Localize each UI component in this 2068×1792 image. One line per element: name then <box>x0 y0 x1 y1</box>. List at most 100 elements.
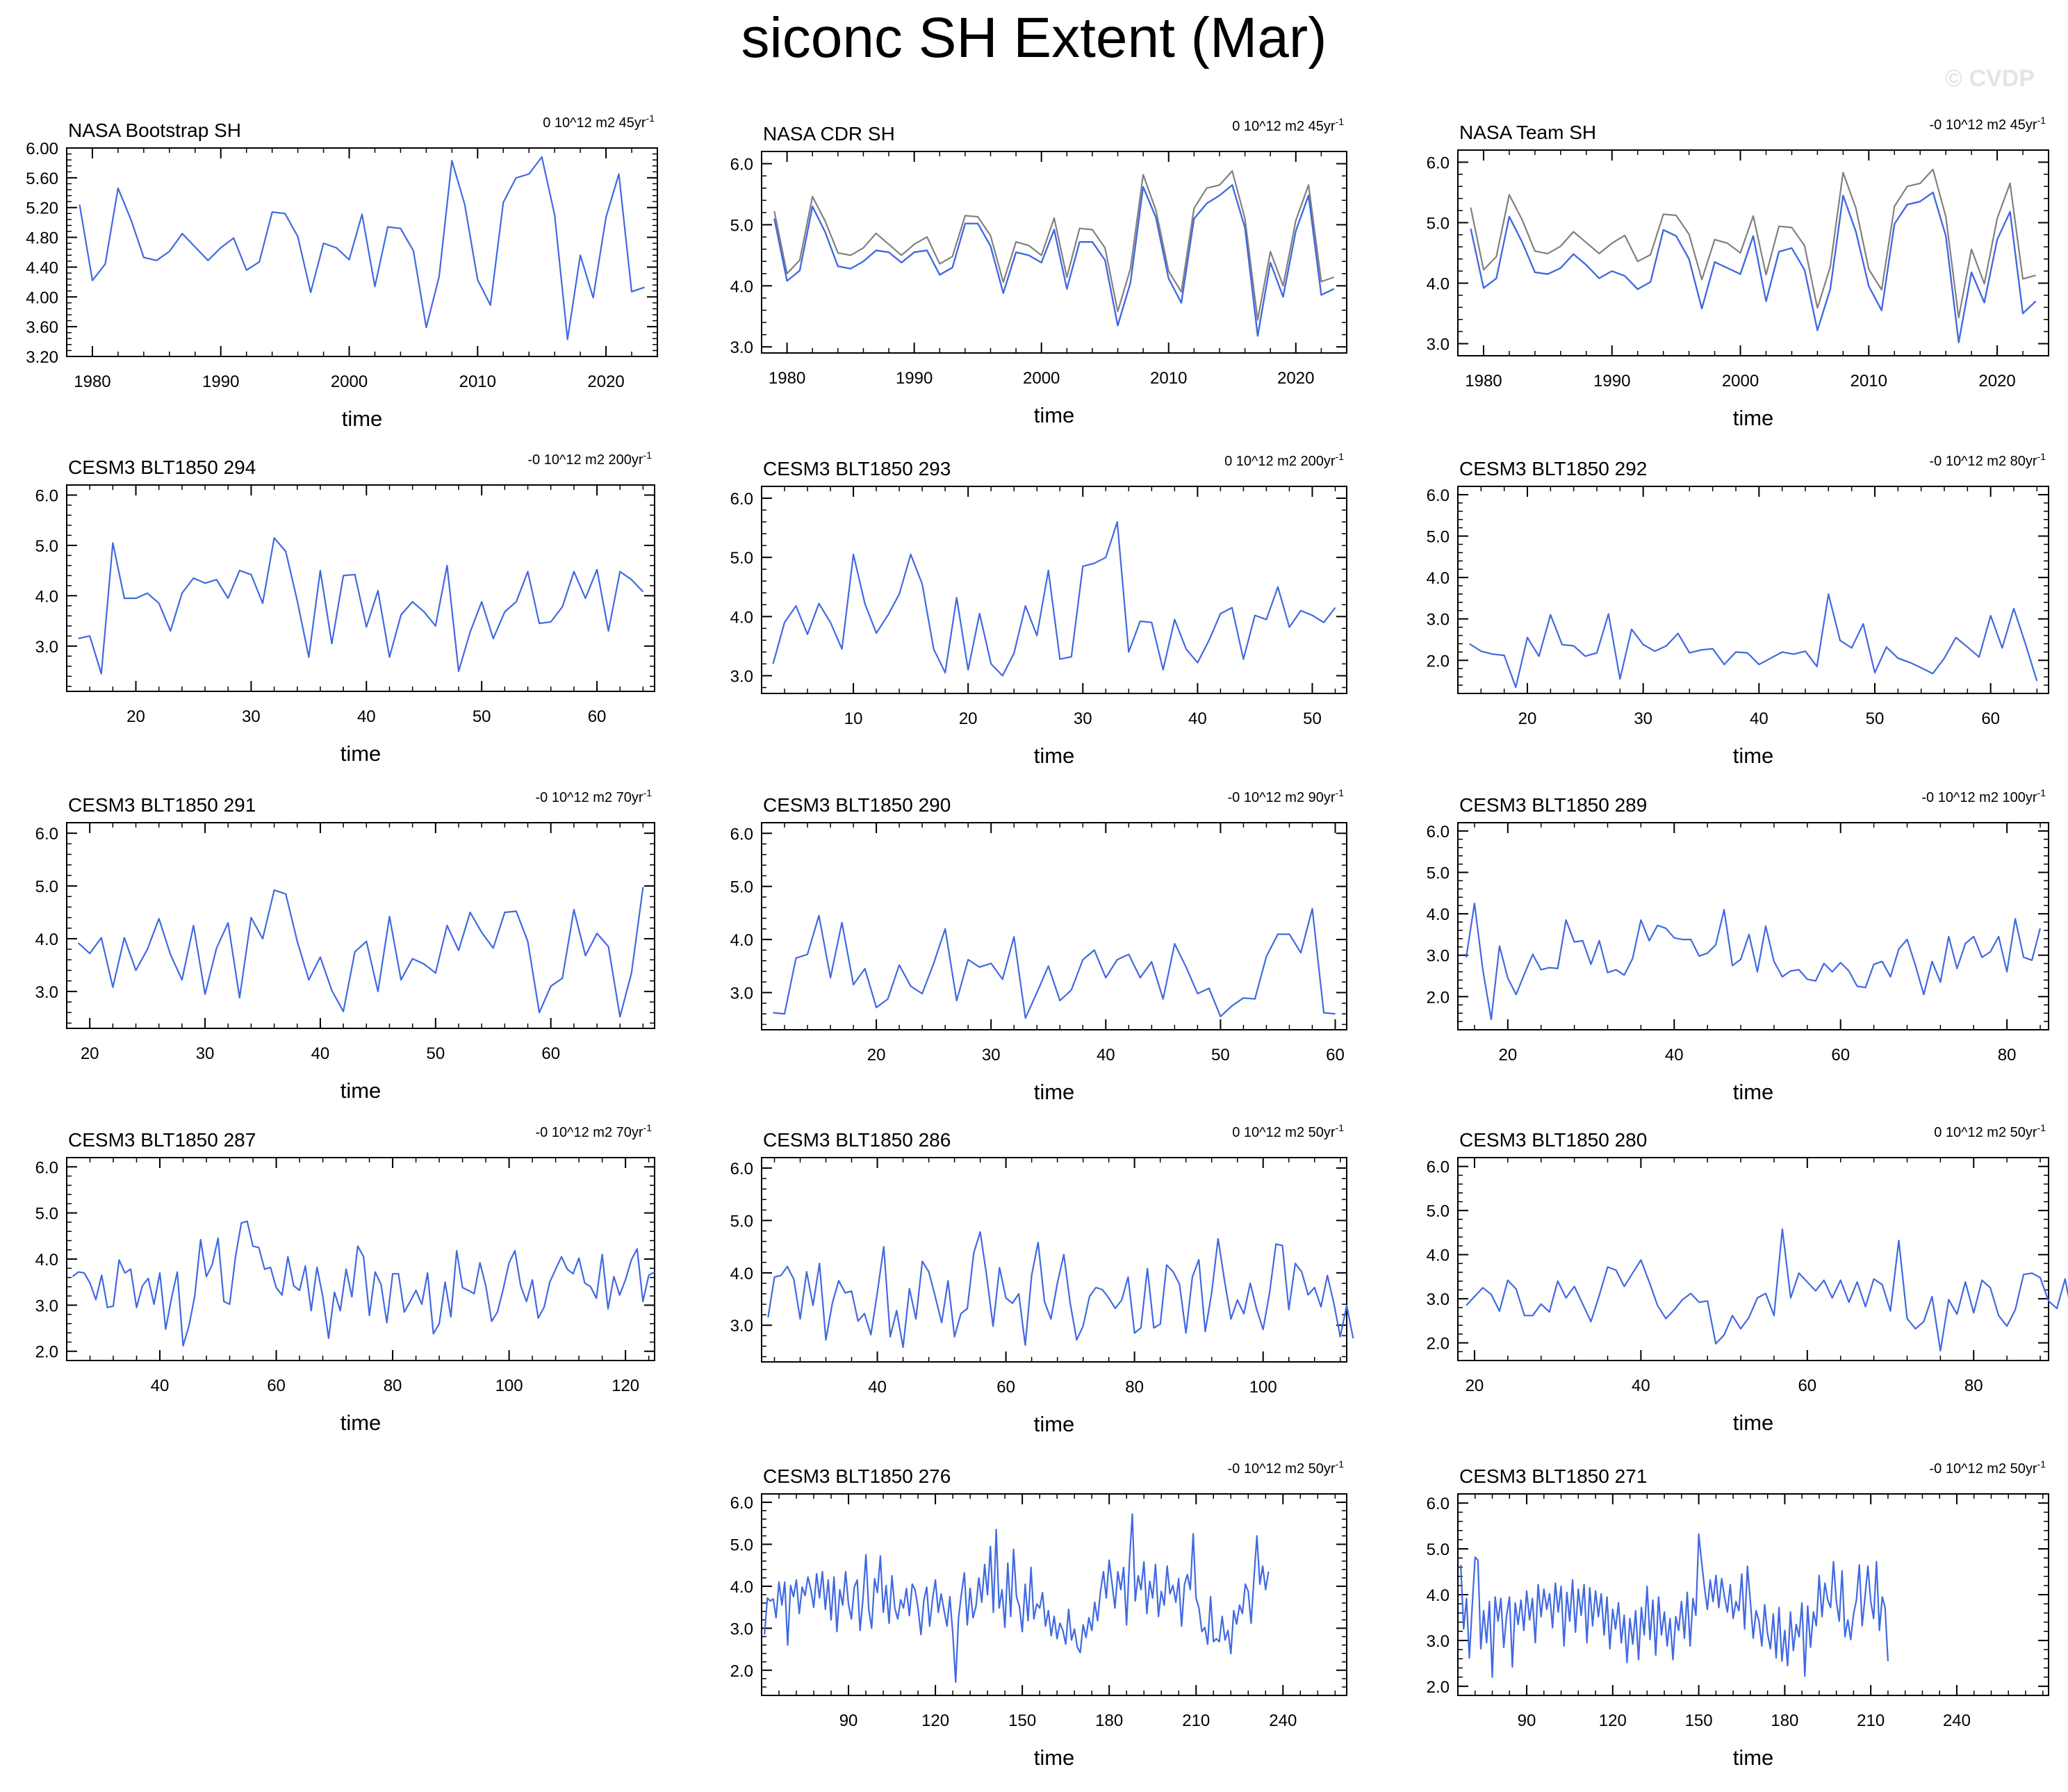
trend-annotation: -0 10^12 m2 45yr-1 <box>1930 115 2046 133</box>
trend-annotation: 0 10^12 m2 45yr-1 <box>1232 116 1344 134</box>
plot-frame <box>66 484 655 692</box>
x-axis-label: time <box>1034 1080 1075 1104</box>
y-tick-label: 6.0 <box>730 490 753 509</box>
x-tick-label: 80 <box>384 1376 402 1395</box>
x-tick-label: 30 <box>196 1044 215 1063</box>
y-tick-label: 3.0 <box>730 667 753 686</box>
plot-frame <box>761 486 1347 694</box>
trend-annotation: -0 10^12 m2 200yr-1 <box>527 450 652 468</box>
y-tick-label: 6.0 <box>1427 1495 1450 1513</box>
panel-title: CESM3 BLT1850 287 <box>68 1129 256 1151</box>
series-line <box>1466 1228 2068 1352</box>
trend-annotation: 0 10^12 m2 45yr-1 <box>543 113 655 131</box>
y-tick-label: 4.0 <box>730 1578 753 1597</box>
y-tick-label: 4.0 <box>730 608 753 627</box>
y-tick-label: 5.0 <box>730 1212 753 1231</box>
x-axis-label: time <box>340 741 381 766</box>
trend-annotation: 0 10^12 m2 50yr-1 <box>1232 1122 1344 1140</box>
y-tick-label: 3.0 <box>1427 947 1450 966</box>
x-axis-label: time <box>1034 403 1075 427</box>
x-tick-label: 100 <box>495 1376 523 1395</box>
x-tick-label: 80 <box>1998 1046 2017 1064</box>
x-tick-label: 30 <box>242 707 261 726</box>
x-tick-label: 150 <box>1008 1711 1036 1730</box>
cvdp-watermark: © CVDP <box>1945 65 2035 92</box>
panel-title: CESM3 BLT1850 290 <box>763 794 951 816</box>
x-tick-label: 30 <box>1074 709 1092 728</box>
plot-frame <box>761 1493 1347 1696</box>
x-tick-label: 120 <box>612 1376 639 1395</box>
y-tick-label: 6.00 <box>26 140 58 158</box>
y-tick-label: 5.0 <box>1427 528 1450 547</box>
y-tick-label: 6.0 <box>35 486 58 505</box>
y-tick-label: 3.0 <box>730 985 753 1003</box>
y-tick-label: 6.0 <box>35 1158 58 1177</box>
y-tick-label: 2.0 <box>1427 988 1450 1007</box>
plot-frame <box>66 147 658 357</box>
panel: 2.0 3.0 4.0 5.0 6.0 90 120 150 180 210 240 time CESM… <box>730 1458 1347 1770</box>
series-line <box>1460 1533 1889 1678</box>
y-tick-label: 2.0 <box>1427 1678 1450 1697</box>
plot-frame <box>66 1157 655 1361</box>
x-axis-label: time <box>1034 1412 1075 1436</box>
trend-exponent: -1 <box>643 787 653 798</box>
x-tick-label: 2010 <box>1850 372 1887 391</box>
y-tick-label: 3.0 <box>1427 1290 1450 1309</box>
plot-frame <box>761 822 1347 1030</box>
x-tick-label: 100 <box>1249 1378 1277 1397</box>
trend-exponent: -1 <box>1336 787 1345 798</box>
series-line <box>1465 903 2042 1021</box>
y-tick-label: 3.0 <box>1427 1632 1450 1651</box>
y-tick-label: 5.0 <box>730 878 753 897</box>
y-tick-label: 3.20 <box>26 348 58 367</box>
series-line <box>764 1513 1270 1683</box>
x-tick-label: 40 <box>868 1378 887 1397</box>
panel-title: CESM3 BLT1850 293 <box>763 458 951 479</box>
panel: 3.0 4.0 5.0 6.0 1980 1990 2000 2010 2020 time NASA… <box>730 116 1347 427</box>
x-tick-label: 20 <box>1466 1376 1484 1395</box>
x-tick-label: 60 <box>996 1378 1015 1397</box>
x-tick-label: 180 <box>1095 1711 1123 1730</box>
figure-title: siconc SH Extent (Mar) <box>741 6 1327 69</box>
y-tick-label: 2.0 <box>1427 1335 1450 1354</box>
plot-frame <box>1457 822 2049 1030</box>
series-line <box>773 907 1336 1019</box>
y-tick-label: 5.0 <box>730 1536 753 1555</box>
trend-exponent: -1 <box>643 1122 653 1133</box>
x-tick-label: 50 <box>473 707 491 726</box>
x-tick-label: 90 <box>839 1711 858 1730</box>
x-axis-label: time <box>342 406 383 431</box>
panel: 3.0 4.0 5.0 6.0 20 30 40 50 60 time CESM3 BLT1850 … <box>730 787 1347 1104</box>
x-tick-label: 10 <box>844 709 863 728</box>
x-tick-label: 240 <box>1943 1711 1971 1730</box>
trend-annotation: -0 10^12 m2 70yr-1 <box>536 1122 653 1140</box>
panel-title: NASA Bootstrap SH <box>68 120 241 141</box>
panel: 2.0 3.0 4.0 5.0 6.0 90 120 150 180 210 240 time CESM… <box>1427 1458 2049 1770</box>
x-tick-label: 20 <box>81 1044 99 1063</box>
y-tick-label: 3.0 <box>730 1317 753 1335</box>
y-tick-label: 4.0 <box>1427 569 1450 588</box>
x-tick-label: 210 <box>1182 1711 1210 1730</box>
panel-title: CESM3 BLT1850 286 <box>763 1129 951 1151</box>
x-tick-label: 50 <box>426 1044 445 1063</box>
x-tick-label: 2000 <box>331 372 368 391</box>
trend-annotation: -0 10^12 m2 100yr-1 <box>1921 787 2046 805</box>
panel-title: CESM3 BLT1850 289 <box>1459 794 1647 816</box>
y-tick-label: 6.0 <box>730 1494 753 1513</box>
x-axis-label: time <box>1733 1411 1774 1435</box>
series-line <box>77 887 644 1018</box>
series-line-obs <box>1470 168 2036 319</box>
y-tick-label: 5.0 <box>35 878 58 896</box>
series-line <box>72 1220 655 1347</box>
trend-exponent: -1 <box>2037 115 2046 126</box>
y-tick-label: 4.0 <box>1427 1586 1450 1605</box>
y-tick-label: 5.20 <box>26 199 58 218</box>
y-tick-label: 5.0 <box>730 216 753 235</box>
panel: 3.20 3.60 4.00 4.40 4.80 5.20 5.60 6.00 1980 1990… <box>26 113 658 431</box>
panel: 3.0 4.0 5.0 6.0 10 20 30 40 50 time CESM3 BLT1850 … <box>730 451 1347 768</box>
y-tick-label: 4.00 <box>26 288 58 307</box>
plot-frame <box>761 151 1347 354</box>
panel: 3.0 4.0 5.0 6.0 40 60 80 100 time CESM3 BLT1850 2… <box>730 1122 1354 1436</box>
trend-exponent: -1 <box>2037 1122 2046 1133</box>
trend-annotation: -0 10^12 m2 50yr-1 <box>1228 1458 1345 1477</box>
